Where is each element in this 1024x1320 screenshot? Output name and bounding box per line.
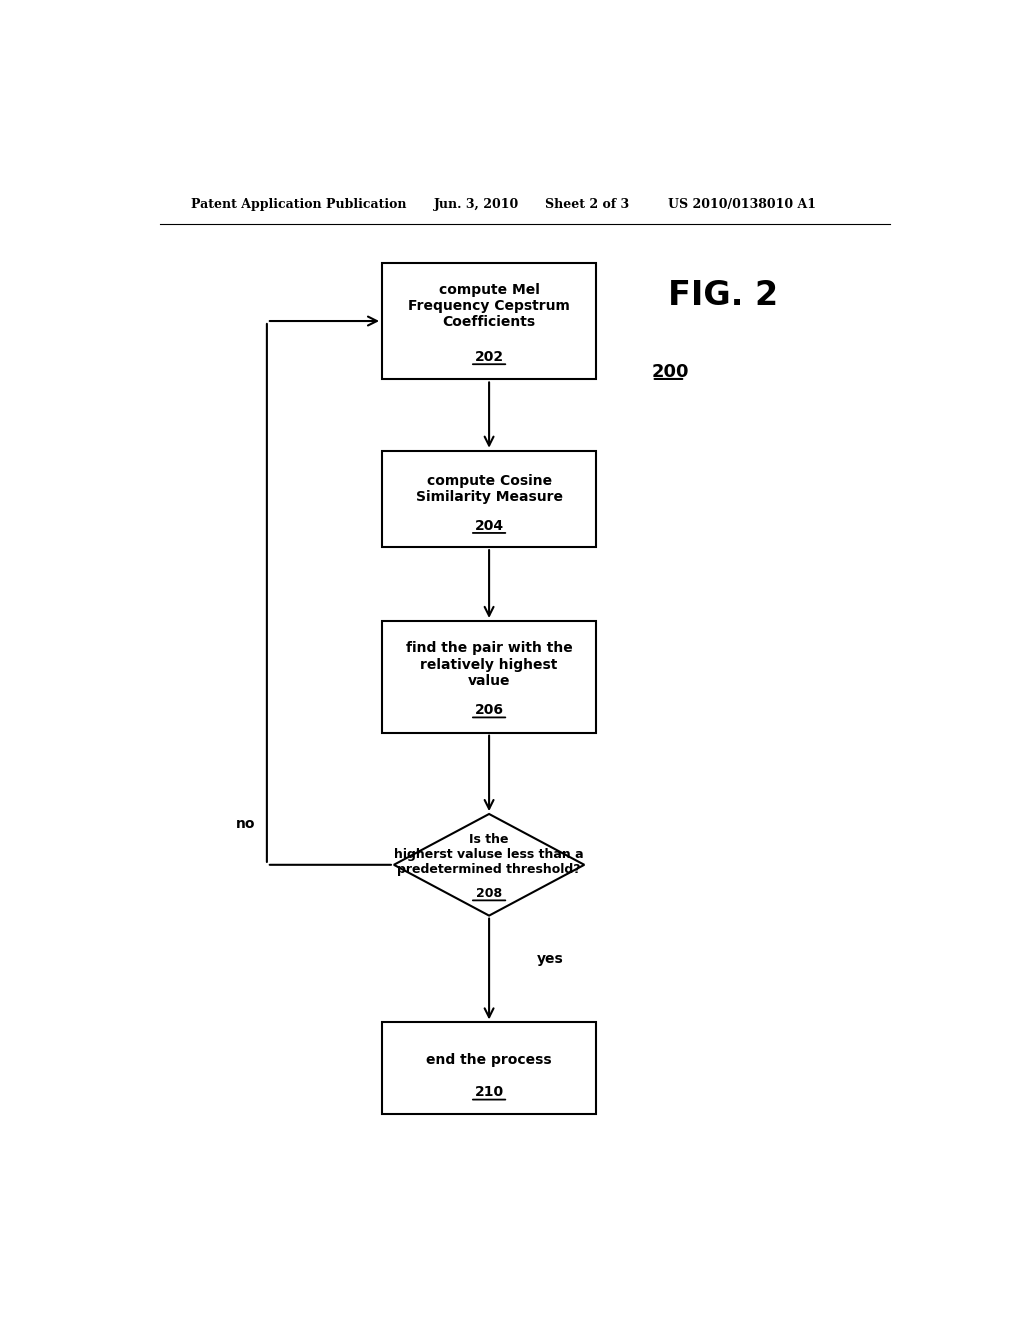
- Bar: [382, 620, 596, 733]
- Bar: [382, 450, 596, 548]
- Bar: [382, 1022, 596, 1114]
- Text: compute Mel
Frequency Cepstrum
Coefficients: compute Mel Frequency Cepstrum Coefficie…: [409, 282, 570, 329]
- Bar: [382, 263, 596, 379]
- Text: no: no: [236, 817, 255, 832]
- Text: Jun. 3, 2010: Jun. 3, 2010: [433, 198, 519, 211]
- Text: 202: 202: [474, 350, 504, 364]
- Text: 208: 208: [476, 887, 502, 900]
- Text: compute Cosine
Similarity Measure: compute Cosine Similarity Measure: [416, 474, 562, 504]
- Text: Patent Application Publication: Patent Application Publication: [191, 198, 407, 211]
- Polygon shape: [394, 814, 585, 916]
- Text: yes: yes: [537, 952, 563, 966]
- Text: Sheet 2 of 3: Sheet 2 of 3: [545, 198, 629, 211]
- Text: 206: 206: [474, 704, 504, 717]
- Text: end the process: end the process: [426, 1053, 552, 1067]
- Text: FIG. 2: FIG. 2: [668, 279, 778, 312]
- Text: 210: 210: [474, 1085, 504, 1100]
- Text: find the pair with the
relatively highest
value: find the pair with the relatively highes…: [406, 642, 572, 688]
- Text: US 2010/0138010 A1: US 2010/0138010 A1: [668, 198, 816, 211]
- Text: 200: 200: [652, 363, 689, 381]
- Text: Is the
higherst valuse less than a
predetermined threshold?: Is the higherst valuse less than a prede…: [394, 833, 584, 876]
- Text: 204: 204: [474, 519, 504, 533]
